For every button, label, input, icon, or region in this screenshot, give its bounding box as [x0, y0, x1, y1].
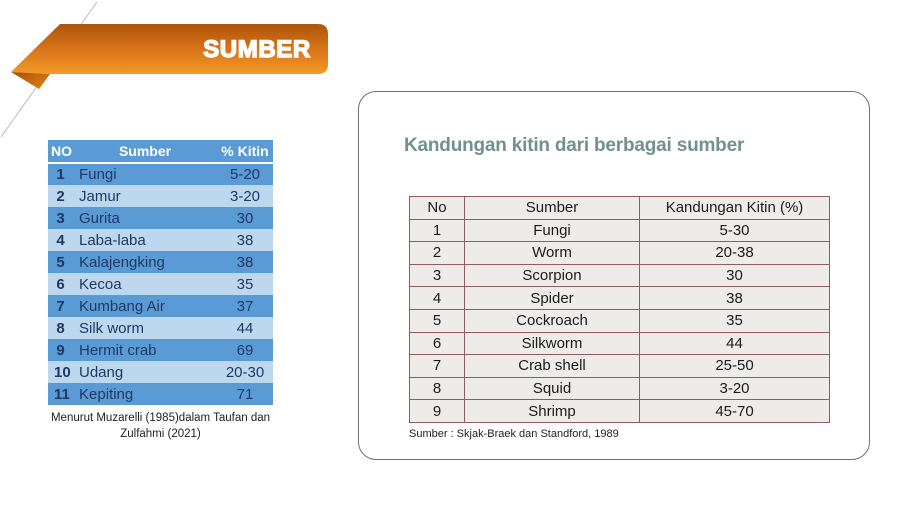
svg-text:SUMBER: SUMBER	[203, 36, 311, 63]
